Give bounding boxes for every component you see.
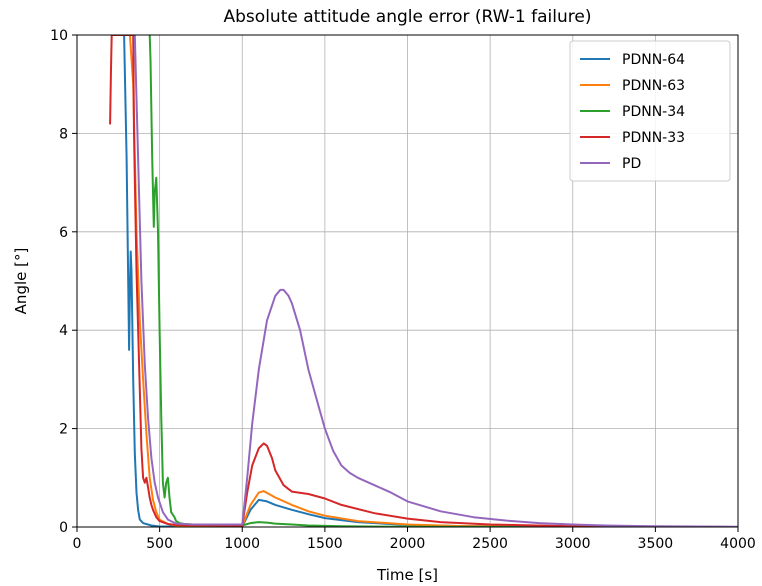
x-tick-label: 3500 xyxy=(638,536,674,552)
series-line-pdnn-33 xyxy=(109,35,738,527)
x-tick-label: 4000 xyxy=(720,536,756,552)
legend: PDNN-64 PDNN-63 PDNN-34 PDNN-33 PD xyxy=(569,40,731,182)
series-line-pd xyxy=(133,35,738,527)
y-tick-label: 10 xyxy=(50,28,68,44)
y-tick-label: 2 xyxy=(59,422,68,438)
x-tick-label: 1000 xyxy=(224,536,260,552)
y-tick-label: 6 xyxy=(59,225,68,241)
y-tick-label: 0 xyxy=(59,520,68,536)
x-tick-label: 3000 xyxy=(555,536,591,552)
grid xyxy=(76,34,739,528)
y-axis-label: Angle [°] xyxy=(12,248,30,315)
legend-label: PDNN-64 xyxy=(622,52,685,68)
x-tick-label: 2000 xyxy=(390,536,426,552)
x-tick-label: 1500 xyxy=(307,536,343,552)
legend-label: PD xyxy=(622,156,641,172)
x-tick-label: 500 xyxy=(146,536,173,552)
x-axis: 0 500 1000 1500 2000 2500 3000 3500 4000 xyxy=(73,527,756,552)
y-tick-label: 4 xyxy=(59,323,68,339)
legend-label: PDNN-33 xyxy=(622,130,685,146)
series-line-pdnn-34 xyxy=(148,35,738,527)
x-axis-label: Time [s] xyxy=(376,566,438,584)
x-tick-label: 2500 xyxy=(472,536,508,552)
chart-title: Absolute attitude angle error (RW-1 fail… xyxy=(224,7,592,27)
legend-label: PDNN-63 xyxy=(622,78,685,94)
y-axis: 0 2 4 6 8 10 xyxy=(50,28,77,536)
x-tick-label: 0 xyxy=(73,536,82,552)
y-tick-label: 8 xyxy=(59,126,68,142)
legend-box xyxy=(569,40,731,182)
legend-label: PDNN-34 xyxy=(622,104,685,120)
